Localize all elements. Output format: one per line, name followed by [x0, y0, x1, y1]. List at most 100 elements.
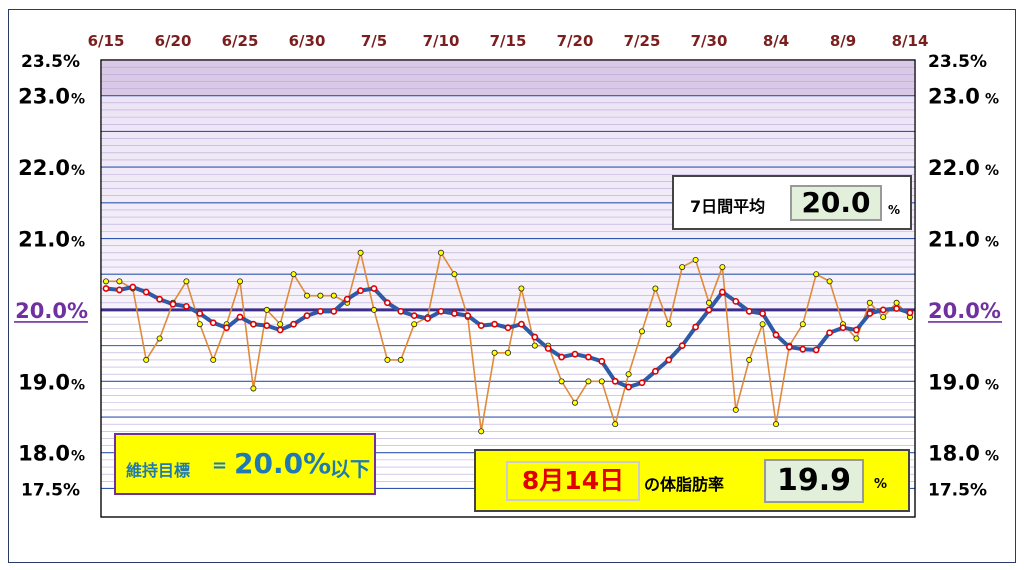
x-tick-label: 7/15	[490, 32, 527, 50]
today-label: の体脂肪率	[644, 475, 725, 494]
average-point	[652, 367, 659, 375]
target-panel: 維持目標 = 20.0% 以下	[114, 433, 376, 495]
average-point	[665, 356, 673, 364]
average-point	[182, 302, 190, 310]
daily-point	[639, 328, 646, 335]
x-tick-label: 8/9	[830, 32, 856, 50]
average-point	[477, 322, 485, 330]
y-tick-percent: %	[71, 163, 85, 179]
daily-point	[853, 335, 860, 342]
daily-point	[250, 385, 257, 392]
daily-point	[746, 356, 753, 363]
target-equals: =	[212, 455, 228, 476]
average-point	[531, 333, 539, 341]
y-tick-label: 22.0	[928, 156, 980, 180]
daily-point	[478, 428, 485, 435]
daily-point	[156, 335, 163, 342]
daily-point	[773, 421, 780, 428]
daily-point	[652, 285, 659, 292]
daily-point	[303, 292, 310, 299]
average-point	[236, 313, 244, 321]
target-label: 維持目標	[126, 461, 191, 480]
y-tick-label: 23.0	[928, 85, 980, 109]
average-point	[223, 324, 230, 332]
average-point	[812, 346, 820, 354]
average-point	[826, 329, 833, 337]
y-tick-percent: %	[71, 377, 85, 393]
average-point	[853, 326, 860, 334]
average-point	[196, 310, 204, 317]
average-point	[571, 350, 579, 358]
average-point	[906, 309, 914, 317]
today-unit: %	[874, 477, 888, 492]
average-point	[491, 320, 498, 328]
average-point	[839, 324, 847, 332]
daily-point	[277, 321, 284, 328]
x-tick-label: 8/4	[763, 32, 789, 50]
daily-point	[799, 321, 806, 328]
average-point	[290, 320, 297, 328]
average-point	[102, 285, 110, 292]
average-point	[759, 310, 766, 317]
y-tick-percent: %	[985, 449, 999, 465]
y-tick-label: 18.0	[928, 442, 980, 466]
today-panel: 8月14日 の体脂肪率 19.9 %	[474, 449, 910, 512]
daily-point	[706, 299, 713, 306]
y-tick-percent: %	[985, 235, 999, 251]
average-point	[263, 322, 271, 330]
daily-point	[504, 349, 511, 356]
target-suffix: 以下	[330, 457, 370, 481]
daily-point	[357, 249, 364, 256]
average-point	[330, 307, 338, 315]
today-value: 19.9	[764, 459, 864, 503]
daily-point	[437, 249, 444, 256]
average-point	[383, 299, 391, 307]
seven-day-average-label: 7日間平均	[690, 197, 766, 216]
daily-point	[625, 371, 632, 378]
average-point	[424, 315, 431, 322]
daily-point	[612, 421, 619, 428]
average-point	[692, 323, 699, 331]
daily-point	[263, 306, 270, 313]
daily-point	[183, 278, 190, 285]
y-tick-label: 18.0	[18, 442, 70, 466]
today-date: 8月14日	[506, 461, 640, 501]
average-point	[116, 286, 123, 294]
daily-point	[759, 321, 766, 328]
target-value: 20.0%	[234, 447, 332, 480]
daily-point	[330, 292, 337, 299]
average-point	[209, 319, 217, 327]
average-point	[518, 320, 525, 328]
average-point	[397, 307, 405, 315]
average-point	[678, 342, 686, 350]
average-point	[316, 307, 324, 315]
daily-point	[317, 292, 324, 299]
daily-point	[103, 278, 110, 285]
x-tick-label: 6/15	[88, 32, 125, 50]
y-tick-label: 19.0	[928, 370, 980, 394]
daily-point	[384, 356, 391, 363]
daily-point	[585, 378, 592, 385]
daily-point	[719, 264, 726, 271]
average-point	[276, 326, 284, 334]
daily-point	[866, 299, 873, 306]
x-tick-label: 7/10	[423, 32, 460, 50]
daily-point	[451, 271, 458, 278]
average-point	[799, 345, 807, 353]
daily-point	[558, 378, 565, 385]
average-point	[303, 312, 311, 320]
y-tick-label: 19.0	[18, 370, 70, 394]
daily-point	[826, 278, 833, 285]
average-point	[437, 307, 445, 315]
daily-point	[692, 256, 699, 263]
average-point	[357, 287, 364, 295]
y-tick-percent: %	[985, 377, 999, 393]
y-tick-label: 17.5%	[928, 480, 987, 500]
daily-point	[290, 271, 297, 278]
average-point	[879, 306, 887, 314]
average-point	[866, 310, 874, 317]
y-tick-percent: %	[985, 92, 999, 108]
seven-day-average-panel: 7日間平均 20.0 %	[672, 175, 912, 230]
average-point	[585, 353, 592, 361]
average-point	[638, 379, 646, 387]
